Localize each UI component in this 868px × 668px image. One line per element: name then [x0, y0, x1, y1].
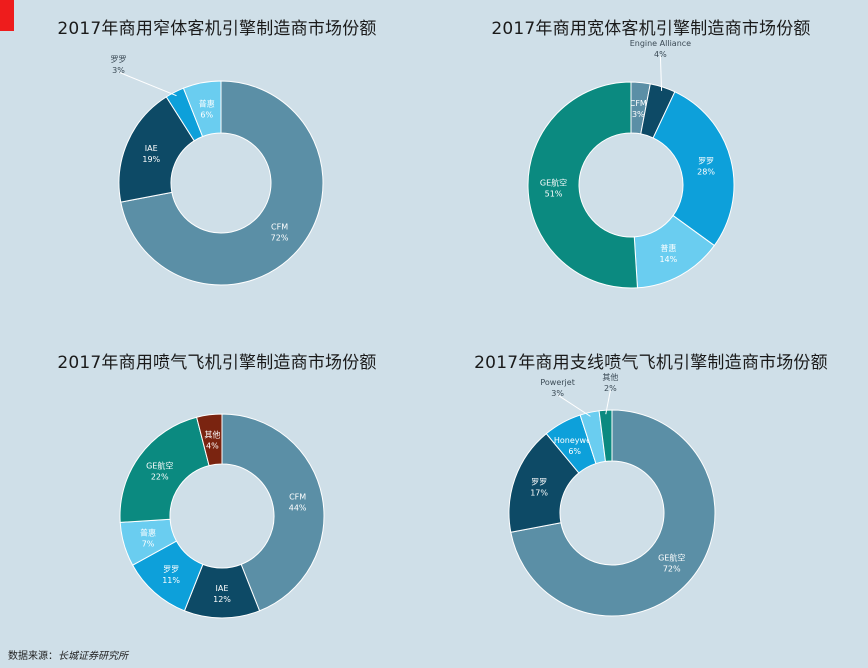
slice-value-label: 6%: [568, 447, 581, 456]
slice-value-label: 6%: [200, 110, 213, 119]
leader-line: [605, 390, 611, 415]
chart-title: 2017年商用喷气飞机引擎制造商市场份额: [57, 353, 377, 373]
leader-line: [659, 55, 663, 91]
slice-name-label: Powerjet: [540, 378, 574, 387]
donut-chart: CFM 3% Engine Alliance 4% 罗罗 28% 普惠 14% GE航空 51%: [527, 39, 735, 289]
slice-name-label: 罗罗: [531, 478, 547, 487]
slice-value-label: 72%: [271, 233, 289, 242]
slice-name-label: 罗罗: [111, 55, 127, 64]
slice-value-label: 12%: [213, 595, 231, 604]
slice-name-label: IAE: [216, 584, 229, 593]
pie-slice: [182, 80, 222, 138]
donut-chart: CFM 44% IAE 12% 罗罗 11% 普惠 7% GE航空 22% 其他 4%: [119, 413, 325, 619]
slice-value-label: 2%: [604, 384, 617, 393]
slice-name-label: 罗罗: [698, 157, 714, 166]
slice-value-label: 19%: [142, 155, 160, 164]
slice-name-label: 其他: [602, 372, 618, 382]
pie-slice: [652, 91, 735, 247]
slice-name-label: 罗罗: [163, 565, 179, 574]
donut-chart: CFM 72% IAE 19% 罗罗 3% 普惠 6%: [111, 55, 324, 286]
slice-value-label: 11%: [162, 576, 180, 585]
donut-chart: GE航空 72% 罗罗 17% Honeywell 6% Powerjet 3% 其他 2%: [508, 372, 716, 617]
slice-name-label: CFM: [289, 493, 306, 502]
chart-title: 2017年商用支线喷气飞机引擎制造商市场份额: [474, 353, 828, 373]
slice-value-label: 4%: [206, 442, 219, 451]
chart-panel-jet: 2017年商用喷气飞机引擎制造商市场份额 CFM 44% IAE 12% 罗罗 11% 普惠…: [0, 334, 434, 668]
source-prefix: 数据来源：: [8, 651, 58, 662]
chart-title: 2017年商用宽体客机引擎制造商市场份额: [491, 19, 811, 39]
pie-slice: [221, 413, 325, 612]
slice-name-label: 其他: [204, 430, 220, 440]
slice-name-label: 普惠: [660, 243, 676, 253]
slice-name-label: IAE: [145, 144, 158, 153]
slice-name-label: GE航空: [146, 461, 173, 471]
red-accent-bar: [0, 0, 14, 31]
slice-value-label: 22%: [151, 473, 169, 482]
slice-name-label: Engine Alliance: [630, 39, 691, 48]
slice-name-label: GE航空: [540, 177, 567, 187]
slice-name-label: CFM: [630, 99, 647, 108]
slice-name-label: 普惠: [199, 98, 215, 108]
leader-line: [557, 394, 591, 417]
chart-panel-regional: 2017年商用支线喷气飞机引擎制造商市场份额 GE航空 72% 罗罗 17% Honey…: [434, 334, 868, 668]
slice-value-label: 72%: [663, 564, 681, 573]
chart-title: 2017年商用窄体客机引擎制造商市场份额: [57, 19, 377, 39]
pie-slice: [527, 81, 638, 289]
pie-slice: [119, 416, 210, 523]
pie-slice: [196, 413, 223, 467]
pie-slice: [120, 80, 324, 286]
slice-value-label: 28%: [697, 168, 715, 177]
slice-name-label: Honeywell: [554, 436, 596, 445]
chart-panel-widebody: 2017年商用宽体客机引擎制造商市场份额 CFM 3% Engine Allianc…: [434, 0, 868, 334]
slice-value-label: 44%: [289, 504, 307, 513]
slice-value-label: 14%: [659, 255, 677, 264]
slice-value-label: 3%: [551, 389, 564, 398]
data-source-note: 数据来源：长城证券研究所: [8, 647, 128, 662]
slice-value-label: 4%: [654, 50, 667, 59]
pie-slice: [598, 409, 613, 462]
slice-name-label: CFM: [271, 222, 288, 231]
slice-value-label: 17%: [530, 489, 548, 498]
pie-slice: [510, 409, 716, 617]
slice-name-label: GE航空: [658, 552, 685, 562]
leader-line: [118, 71, 177, 97]
slice-value-label: 51%: [545, 189, 563, 198]
slice-value-label: 7%: [142, 539, 155, 548]
chart-panel-narrowbody: 2017年商用窄体客机引擎制造商市场份额 CFM 72% IAE 19% 罗罗 3% 普惠 6…: [0, 0, 434, 334]
slice-name-label: 普惠: [140, 527, 156, 537]
source-org: 长城证券研究所: [58, 651, 128, 662]
slice-value-label: 3%: [632, 110, 645, 119]
slice-value-label: 3%: [112, 66, 125, 75]
